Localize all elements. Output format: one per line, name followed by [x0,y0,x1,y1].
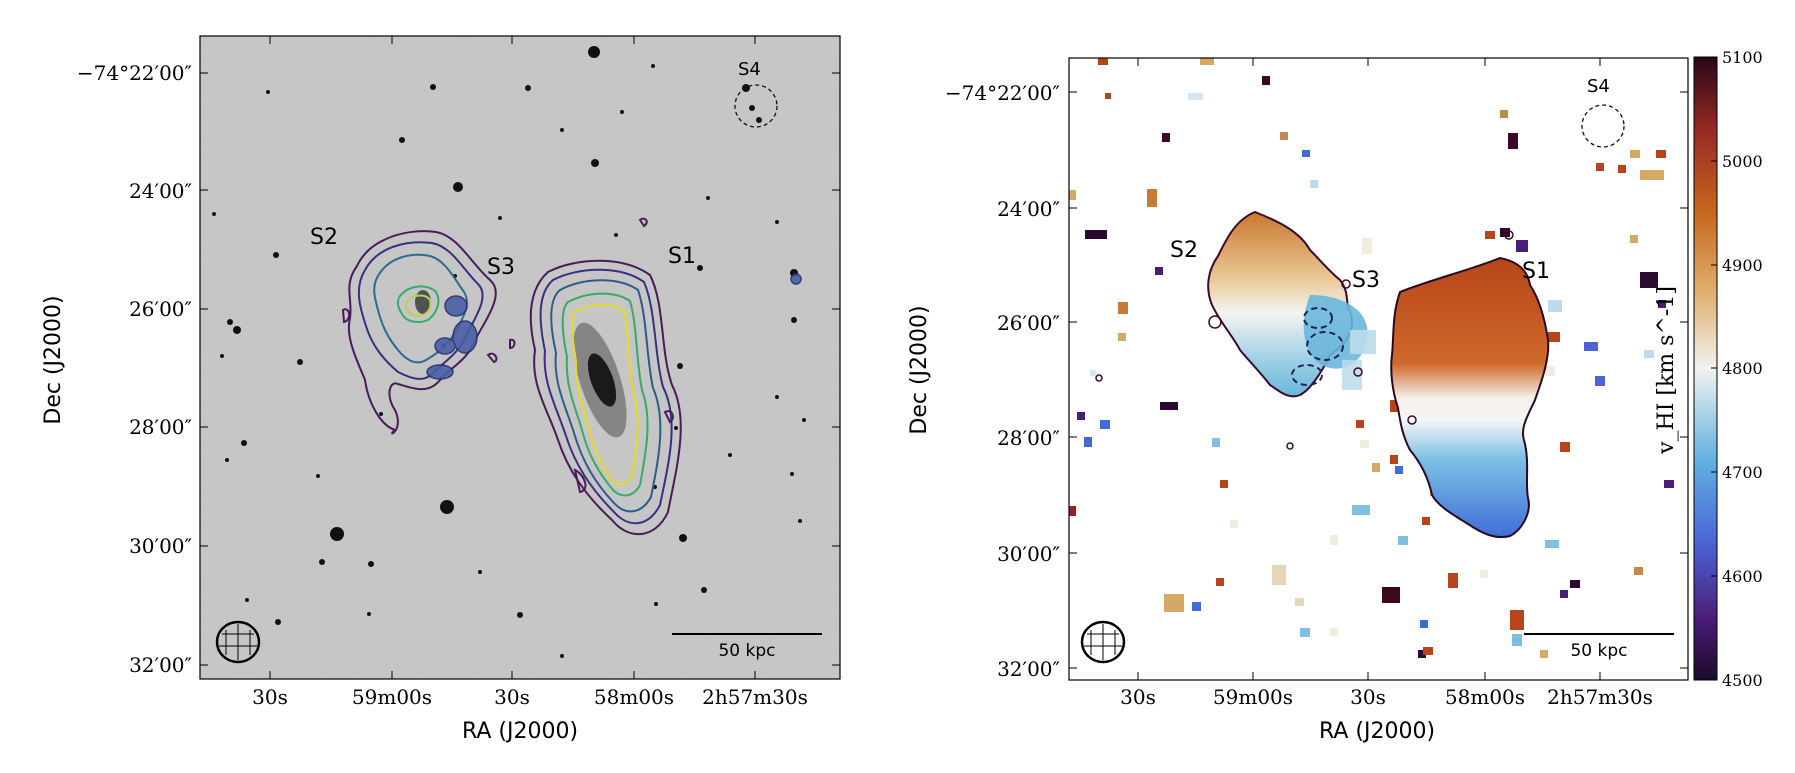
left-xtick-label: 30s [252,685,288,709]
left-ticks [200,36,840,679]
left-xtick-label: 2h57m30s [702,685,808,709]
right-ytick-label: 24′00″ [997,197,1060,221]
s3-dashed-contours [1291,307,1344,386]
small-contour-circles [1095,230,1514,450]
left-xtick-label: 58m00s [594,685,674,709]
beam-ellipse [215,620,261,664]
left-ytick-label: 32′00″ [129,653,192,677]
right-panel: 50 kpc S1 S2 S3 S4 −74°22′00″ 24′00″ 26′… [907,48,1763,744]
s1-contours [529,259,682,535]
left-panel: 50 kpc S1 S2 S3 S4 −74°22′00″ 24′00″ 26′… [41,35,841,744]
left-axes-frame [199,35,841,680]
right-xtick-label: 30s [1120,685,1156,709]
label-s1: S1 [668,244,696,269]
colorbar-tick-label: 4800 [1722,359,1763,378]
right-axes-frame [1068,57,1689,681]
left-ylabel: Dec (J2000) [41,295,66,424]
left-ytick-label: 30′00″ [129,534,192,558]
label-s1: S1 [1522,259,1550,284]
label-s2: S2 [1170,238,1198,263]
right-ytick-label: 30′00″ [997,542,1060,566]
right-xtick-label: 2h57m30s [1547,685,1653,709]
label-s4: S4 [1587,76,1610,97]
left-ytick-label: 26′00″ [129,297,192,321]
colorbar-tick-label: 4500 [1722,671,1763,690]
colorbar-tick-label: 4600 [1722,567,1763,586]
right-axes-background [1069,58,1688,680]
colorbar: 5100 5000 4900 4800 4700 4600 4500 v_HI … [1654,48,1763,690]
colorbar-tick-label: 5000 [1722,152,1763,171]
label-s3: S3 [1352,268,1380,293]
velocity-map [1069,58,1674,658]
right-ticks [1069,58,1688,680]
right-ytick-label: 26′00″ [997,311,1060,335]
label-s4: S4 [738,59,761,80]
left-xtick-label: 59m00s [352,685,432,709]
right-xlabel: RA (J2000) [1319,719,1435,744]
colorbar-tick-label: 4700 [1722,463,1763,482]
right-ytick-label: 32′00″ [997,657,1060,681]
colorbar-tick-label: 4900 [1722,256,1763,275]
s4-marker-circle [734,84,778,128]
colorbar-tick-label: 5100 [1722,48,1763,67]
right-ytick-label: 28′00″ [997,426,1060,450]
right-ytick-label: −74°22′00″ [945,81,1060,105]
label-s3: S3 [487,255,515,280]
label-s2: S2 [310,225,338,250]
left-xlabel: RA (J2000) [462,719,578,744]
s4-marker-circle [1581,104,1625,148]
left-ytick-label: 24′00″ [129,179,192,203]
right-xtick-label: 58m00s [1445,685,1525,709]
beam-ellipse [1080,620,1126,664]
left-image-noise [200,36,840,679]
s3-hi-clumps [426,273,802,380]
left-ytick-label: 28′00″ [129,415,192,439]
right-xtick-label: 30s [1350,685,1386,709]
colorbar-label: v_HI [km s^-1] [1654,286,1679,455]
left-ytick-label: −74°22′00″ [77,61,192,85]
scalebar-label: 50 kpc [718,641,775,661]
left-stars [212,46,806,658]
left-xtick-label: 30s [494,685,530,709]
right-xtick-label: 59m00s [1213,685,1293,709]
s1-velocity-field [1390,256,1550,538]
right-ylabel: Dec (J2000) [907,305,932,434]
scalebar-label: 50 kpc [1570,641,1627,661]
